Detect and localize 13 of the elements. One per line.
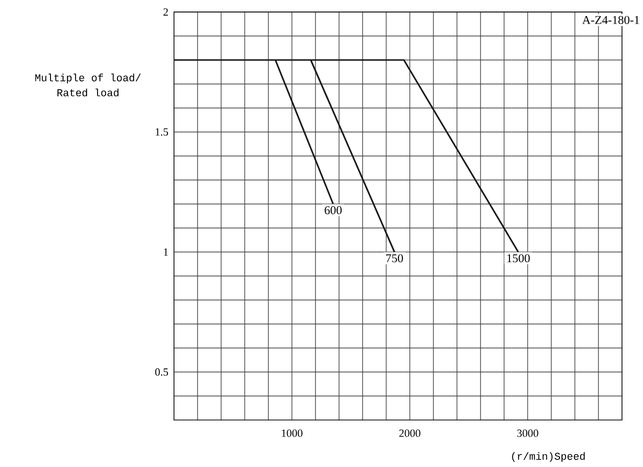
chart-title: A-Z4-180-1 xyxy=(582,16,640,24)
x-axis-title: (r/min)Speed xyxy=(512,452,585,462)
y-tick-label: 1 xyxy=(164,248,168,256)
y-tick-label: 1.5 xyxy=(156,128,168,136)
x-tick-label: 1000 xyxy=(282,430,302,437)
x-tick-label: 2000 xyxy=(399,430,420,437)
series-label: 600 xyxy=(324,206,342,214)
series-label: 750 xyxy=(386,254,403,262)
x-tick-label: 3000 xyxy=(517,430,538,437)
series-label: 1500 xyxy=(507,254,530,262)
y-tick-label: 0.5 xyxy=(155,368,168,376)
y-axis-title: Multiple of load/ Rated load xyxy=(35,74,141,96)
y-tick-label: 2 xyxy=(163,8,168,16)
